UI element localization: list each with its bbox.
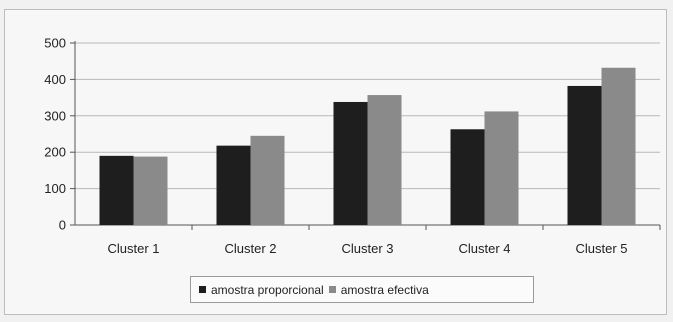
bar-2-cluster-3 [367, 95, 402, 225]
bar-2-cluster-1 [133, 156, 168, 225]
x-tick-label: Cluster 2 [224, 241, 276, 256]
x-tick-label: Cluster 3 [341, 241, 393, 256]
bar-1-cluster-3 [333, 101, 368, 225]
y-tick-label: 400 [44, 72, 66, 87]
legend-swatch-series-2 [328, 286, 336, 293]
bar-1-cluster-1 [99, 155, 134, 225]
bar-2-cluster-4 [484, 111, 519, 225]
bar-1-cluster-5 [567, 85, 602, 226]
x-tick-label: Cluster 1 [107, 241, 159, 256]
bar-1-cluster-4 [450, 129, 485, 225]
tick-labels: 0 100 200 300 400 500 Cluster 1 Cluster 2 Cluste… [44, 36, 627, 257]
legend-label-series-2: amostra efectiva [340, 282, 429, 297]
bar-2-cluster-5 [601, 67, 636, 225]
y-tick-label: 100 [44, 181, 66, 196]
legend-swatch-series-1 [199, 286, 206, 293]
y-tick-label: 500 [44, 36, 66, 51]
bar-2-cluster-2 [250, 135, 285, 225]
x-tick-label: Cluster 5 [575, 241, 627, 256]
legend: amostra proporcional amostra efectiva [190, 276, 534, 303]
y-tick-label: 0 [59, 218, 66, 233]
bars [99, 67, 636, 226]
y-tick-label: 300 [44, 108, 66, 123]
y-tick-label: 200 [44, 145, 66, 160]
bar-1-cluster-2 [216, 145, 251, 225]
legend-label-series-1: amostra proporcional [211, 282, 324, 297]
x-tick-label: Cluster 4 [458, 241, 510, 256]
